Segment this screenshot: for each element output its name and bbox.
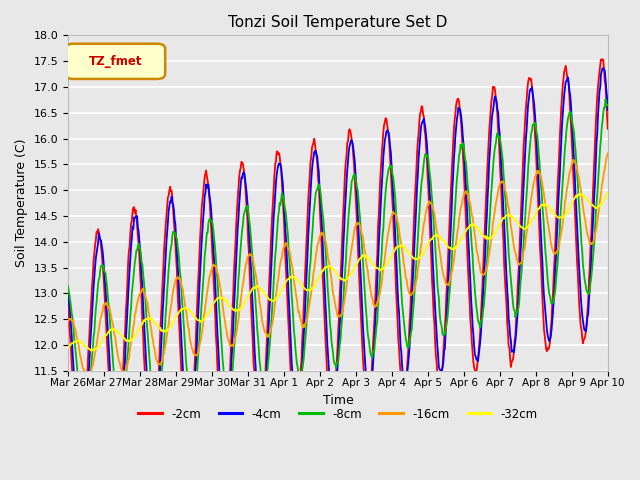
-2cm [598,57,606,62]
Text: TZ_fmet: TZ_fmet [89,55,142,68]
Line: -2cm: -2cm [68,60,608,456]
-4cm [214,330,221,336]
-16cm [604,150,612,156]
-2cm [74,437,82,443]
-4cm [129,226,137,232]
-32cm [420,250,428,256]
-16cm [404,286,412,291]
-16cm [420,220,428,226]
-4cm [74,421,82,427]
-32cm [185,307,193,313]
Legend: -2cm, -4cm, -8cm, -16cm, -32cm: -2cm, -4cm, -8cm, -16cm, -32cm [133,403,543,425]
-4cm [404,362,412,368]
-8cm [64,283,72,289]
-2cm [404,350,412,356]
-4cm [420,116,428,121]
-4cm [598,65,606,71]
-4cm [604,107,612,113]
-32cm [214,296,221,301]
-16cm [131,320,138,326]
Line: -16cm: -16cm [68,153,608,379]
-8cm [74,374,82,380]
-4cm [185,436,193,442]
-4cm [149,443,157,448]
-8cm [131,267,138,273]
Line: -8cm: -8cm [68,99,608,416]
-16cm [214,270,221,276]
-8cm [420,160,428,166]
X-axis label: Time: Time [323,394,353,407]
-16cm [74,340,82,346]
-16cm [64,318,72,324]
Title: Tonzi Soil Temperature Set D: Tonzi Soil Temperature Set D [228,15,447,30]
-8cm [214,276,221,282]
Line: -32cm: -32cm [68,192,608,350]
-32cm [131,334,138,340]
-16cm [185,326,193,332]
-32cm [604,190,612,195]
-2cm [214,365,221,371]
-32cm [64,345,72,351]
Y-axis label: Soil Temperature (C): Soil Temperature (C) [15,139,28,267]
-8cm [604,103,612,108]
-8cm [185,386,193,392]
-2cm [184,453,191,458]
-4cm [64,285,72,291]
-32cm [404,250,412,255]
-2cm [64,298,72,303]
FancyBboxPatch shape [65,44,165,79]
-32cm [89,348,97,353]
-2cm [129,205,137,211]
-2cm [185,444,193,450]
-16cm [84,376,92,382]
-8cm [602,96,609,102]
-2cm [420,113,428,119]
-32cm [74,338,82,344]
-2cm [604,126,612,132]
-8cm [404,345,412,351]
-8cm [79,413,87,419]
Line: -4cm: -4cm [68,68,608,445]
